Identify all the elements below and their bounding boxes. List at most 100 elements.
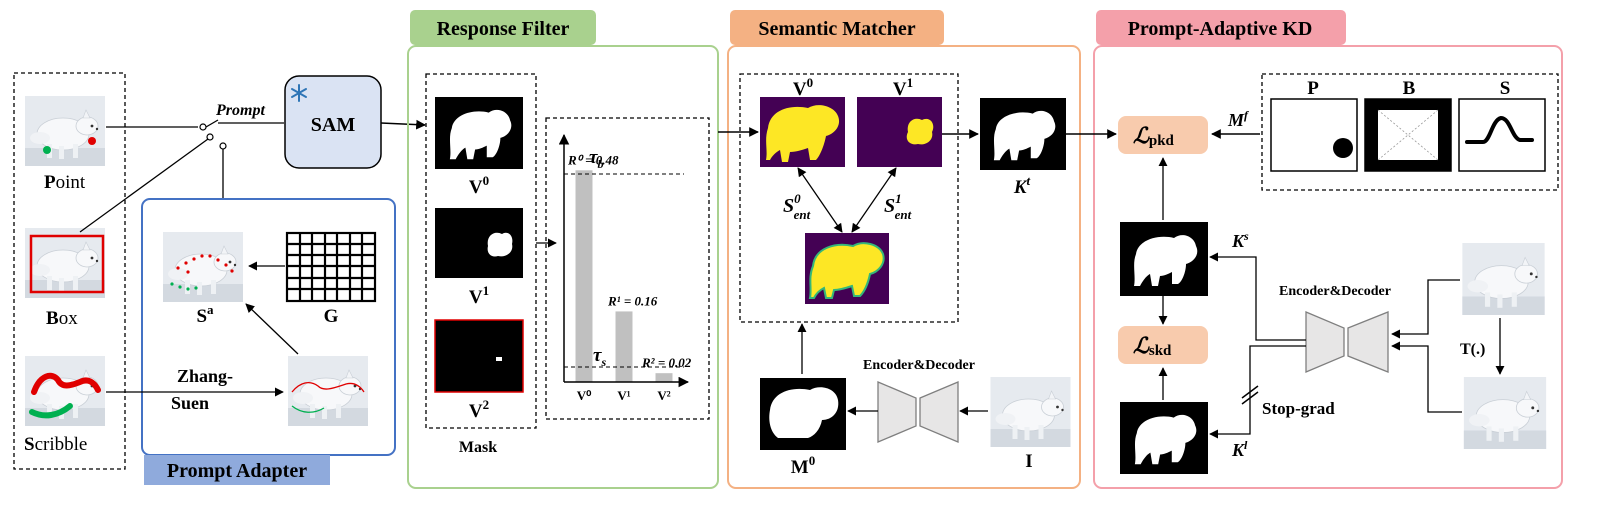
stop-grad-label: Stop-grad — [1262, 399, 1335, 418]
ks-label: Ks — [1231, 229, 1249, 251]
skeleton-image — [287, 356, 369, 426]
skeleton-to-sa-arrow — [245, 303, 299, 355]
point-rest: oint — [56, 172, 86, 193]
prompt-adaptive-kd-panel: Prompt-Adaptive KD ℒpkd Mf P B S — [1066, 10, 1563, 489]
matcher-encoder-decoder-label: Encoder&Decoder — [863, 358, 975, 373]
kt-label: Kt — [1013, 173, 1031, 198]
sam-block: SAM — [284, 75, 382, 169]
kd-encoder-decoder-label: Encoder&Decoder — [1279, 284, 1391, 299]
prompt-mask-s — [1458, 98, 1546, 172]
zhang-suen-label-2: Suen — [171, 393, 209, 413]
box-initial: B — [46, 308, 59, 329]
point-initial: P — [44, 172, 56, 193]
feature-v0 — [760, 97, 845, 167]
kt-mask — [980, 98, 1066, 170]
sam-to-masks-arrow — [380, 119, 426, 130]
encdec-to-kl-arrow — [1209, 345, 1306, 439]
prompt-mask-p — [1270, 98, 1358, 172]
response-value-label-2: R² = 0.02 — [641, 355, 692, 370]
prompt-switch: Prompt — [79, 102, 284, 233]
mask-caption: Mask — [459, 439, 497, 456]
input-image-i — [990, 377, 1071, 447]
kl-label: Kl — [1231, 438, 1248, 460]
sa-point-image — [162, 232, 244, 302]
zhang-suen-label-1: Zhang- — [177, 366, 233, 386]
entropy-s1-label: S1 ent — [884, 191, 912, 222]
prompt-adapter-panel: Prompt Adapter Sa G — [106, 198, 396, 485]
teacher-image-to-encdec-arrow — [1391, 279, 1460, 339]
l-skd-box: ℒskd — [1118, 326, 1208, 364]
matcher-encoder-decoder-icon — [877, 381, 959, 443]
entropy-arrows — [797, 167, 897, 233]
prompt-adapter-title: Prompt Adapter — [167, 460, 307, 482]
transformed-input-image — [1463, 377, 1547, 449]
l-pkd-box: ℒpkd — [1118, 116, 1208, 154]
tau-b-label: τb — [589, 147, 603, 171]
sa-base: S — [196, 306, 207, 327]
prompt-label: Prompt — [215, 102, 265, 119]
semantic-matcher-panel: Semantic Matcher V0 V1 S0 ent S1 ent Kt — [718, 10, 1081, 489]
entropy-s0-label: S0 ent — [783, 191, 811, 222]
kl-mask — [1120, 402, 1208, 474]
mask-group — [425, 73, 537, 429]
mask-v2 — [434, 319, 524, 393]
response-filter-title: Response Filter — [437, 18, 570, 40]
response-bar-chart: τb τs R⁰ = 0.48 V⁰ R¹ = 0.16 V¹ R² = 0.02 V² — [558, 133, 692, 403]
response-tick-label-2: V² — [657, 388, 670, 403]
response-chart-frame — [545, 117, 710, 420]
sa-label: Sa — [196, 302, 214, 327]
prompt-adaptive-kd-title: Prompt-Adaptive KD — [1128, 18, 1313, 40]
input-prompts-panel: Point Box Scribble — [13, 72, 126, 470]
kd-encoder-decoder-icon — [1305, 311, 1389, 373]
transform-label: T(.) — [1460, 341, 1485, 358]
l-skd-label: ℒskd — [1133, 333, 1172, 359]
response-bar-0 — [575, 170, 593, 382]
scribble-initial: S — [24, 434, 35, 455]
g-label: G — [324, 306, 339, 327]
stop-grad-mark — [1241, 385, 1259, 405]
point-label: Point — [44, 172, 86, 193]
response-tick-label-1: V¹ — [617, 388, 630, 403]
m0-label: M0 — [791, 453, 815, 478]
response-value-label-1: R¹ = 0.16 — [607, 293, 658, 308]
image-i-label: I — [1025, 451, 1032, 472]
l-pkd-label: ℒpkd — [1133, 123, 1175, 149]
tau-s-label: τs — [593, 345, 606, 369]
feature-v0-label: V0 — [793, 75, 813, 100]
box-rest: ox — [59, 308, 79, 329]
transformed-image-to-encdec-arrow — [1391, 341, 1462, 413]
scribble-label: Scribble — [24, 434, 87, 455]
grid-icon — [285, 231, 377, 303]
response-value-label-0: R⁰ = 0.48 — [567, 152, 619, 167]
mask-v0 — [435, 97, 523, 169]
box-prompt-image — [25, 228, 105, 298]
fused-feature — [805, 233, 889, 304]
mf-label: Mf — [1227, 108, 1249, 130]
box-label: Box — [46, 308, 78, 329]
point-prompt-image — [25, 95, 105, 167]
response-tick-label-0: V⁰ — [577, 388, 592, 403]
scribble-prompt-image — [25, 355, 105, 427]
prompt-mask-b — [1364, 98, 1452, 172]
teacher-input-image — [1461, 243, 1546, 315]
feature-v1 — [857, 97, 942, 167]
snowflake-icon — [291, 84, 307, 102]
response-bar-1 — [615, 311, 633, 382]
encdec-to-ks-arrow — [1209, 252, 1306, 341]
prompt-mask-s-label: S — [1500, 78, 1511, 99]
mask-v2-label: V2 — [469, 397, 489, 422]
semantic-matcher-title: Semantic Matcher — [758, 18, 915, 40]
prompt-masks-group — [1261, 73, 1559, 191]
mask-v1-label: V1 — [469, 283, 489, 308]
ks-mask — [1120, 222, 1208, 296]
response-filter-panel: Response Filter V0 V1 V2 Mask τb τs R⁰ = — [407, 10, 719, 489]
mask-v0-label: V0 — [469, 173, 489, 198]
response-bar-2 — [655, 373, 673, 382]
entropy-group — [739, 73, 959, 323]
sa-sup: a — [207, 302, 214, 317]
sam-label: SAM — [311, 114, 356, 136]
scribble-rest: cribble — [35, 434, 88, 455]
m0-mask — [760, 378, 846, 450]
mask-v1 — [435, 208, 523, 278]
